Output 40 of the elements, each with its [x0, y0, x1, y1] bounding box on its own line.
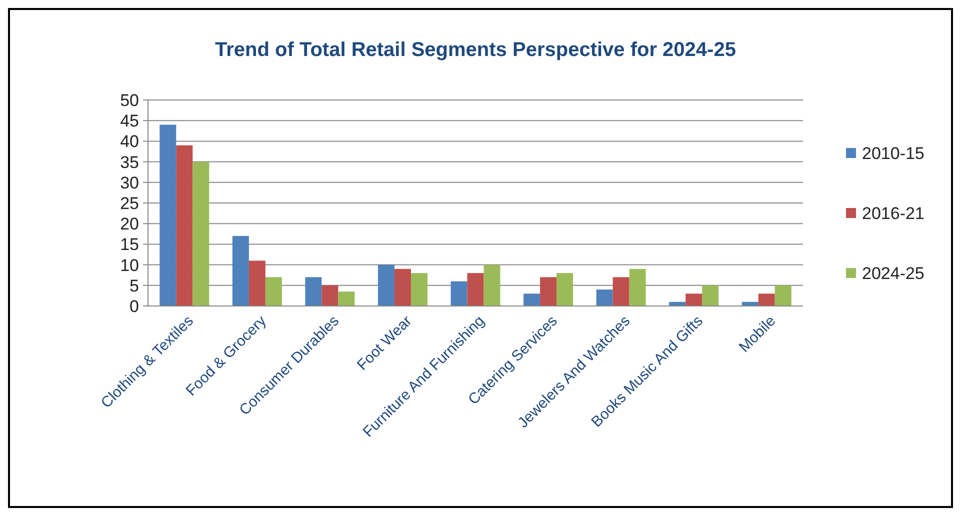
bar — [774, 285, 792, 306]
legend-label: 2010-15 — [862, 144, 924, 163]
bar — [160, 124, 176, 306]
y-tick-label: 0 — [130, 296, 139, 316]
bar — [629, 268, 646, 306]
y-tick-label: 15 — [120, 235, 139, 254]
y-tick-label: 10 — [120, 256, 139, 275]
bar — [305, 277, 322, 306]
bar — [176, 145, 193, 306]
legend-label: 2016-21 — [862, 204, 924, 223]
bar — [524, 294, 540, 306]
bar — [758, 294, 775, 306]
bar — [410, 273, 428, 306]
bar — [467, 273, 484, 306]
bar — [378, 264, 394, 306]
bar — [596, 290, 613, 306]
chart-title: Trend of Total Retail Segments Perspective for 2024-25 — [215, 39, 736, 61]
bar — [192, 162, 210, 306]
bar — [612, 277, 630, 306]
bar — [540, 277, 557, 306]
bar — [338, 292, 355, 306]
bar — [484, 264, 500, 306]
bar — [394, 268, 411, 306]
bar — [248, 260, 266, 306]
bar — [450, 281, 468, 306]
y-tick-label: 30 — [120, 173, 139, 192]
bar — [702, 285, 719, 306]
bar — [556, 273, 574, 306]
y-tick-label: 25 — [120, 194, 139, 213]
legend-label: 2024-25 — [862, 264, 924, 283]
y-tick-label: 50 — [120, 90, 139, 110]
y-tick-label: 45 — [120, 112, 139, 131]
bar — [232, 236, 249, 306]
y-tick-label: 5 — [130, 276, 139, 296]
y-tick-label: 35 — [120, 152, 139, 172]
y-tick-label: 40 — [120, 132, 139, 152]
bar — [322, 285, 338, 306]
bar — [265, 277, 282, 306]
bar — [686, 294, 702, 306]
y-tick-label: 20 — [120, 214, 139, 234]
